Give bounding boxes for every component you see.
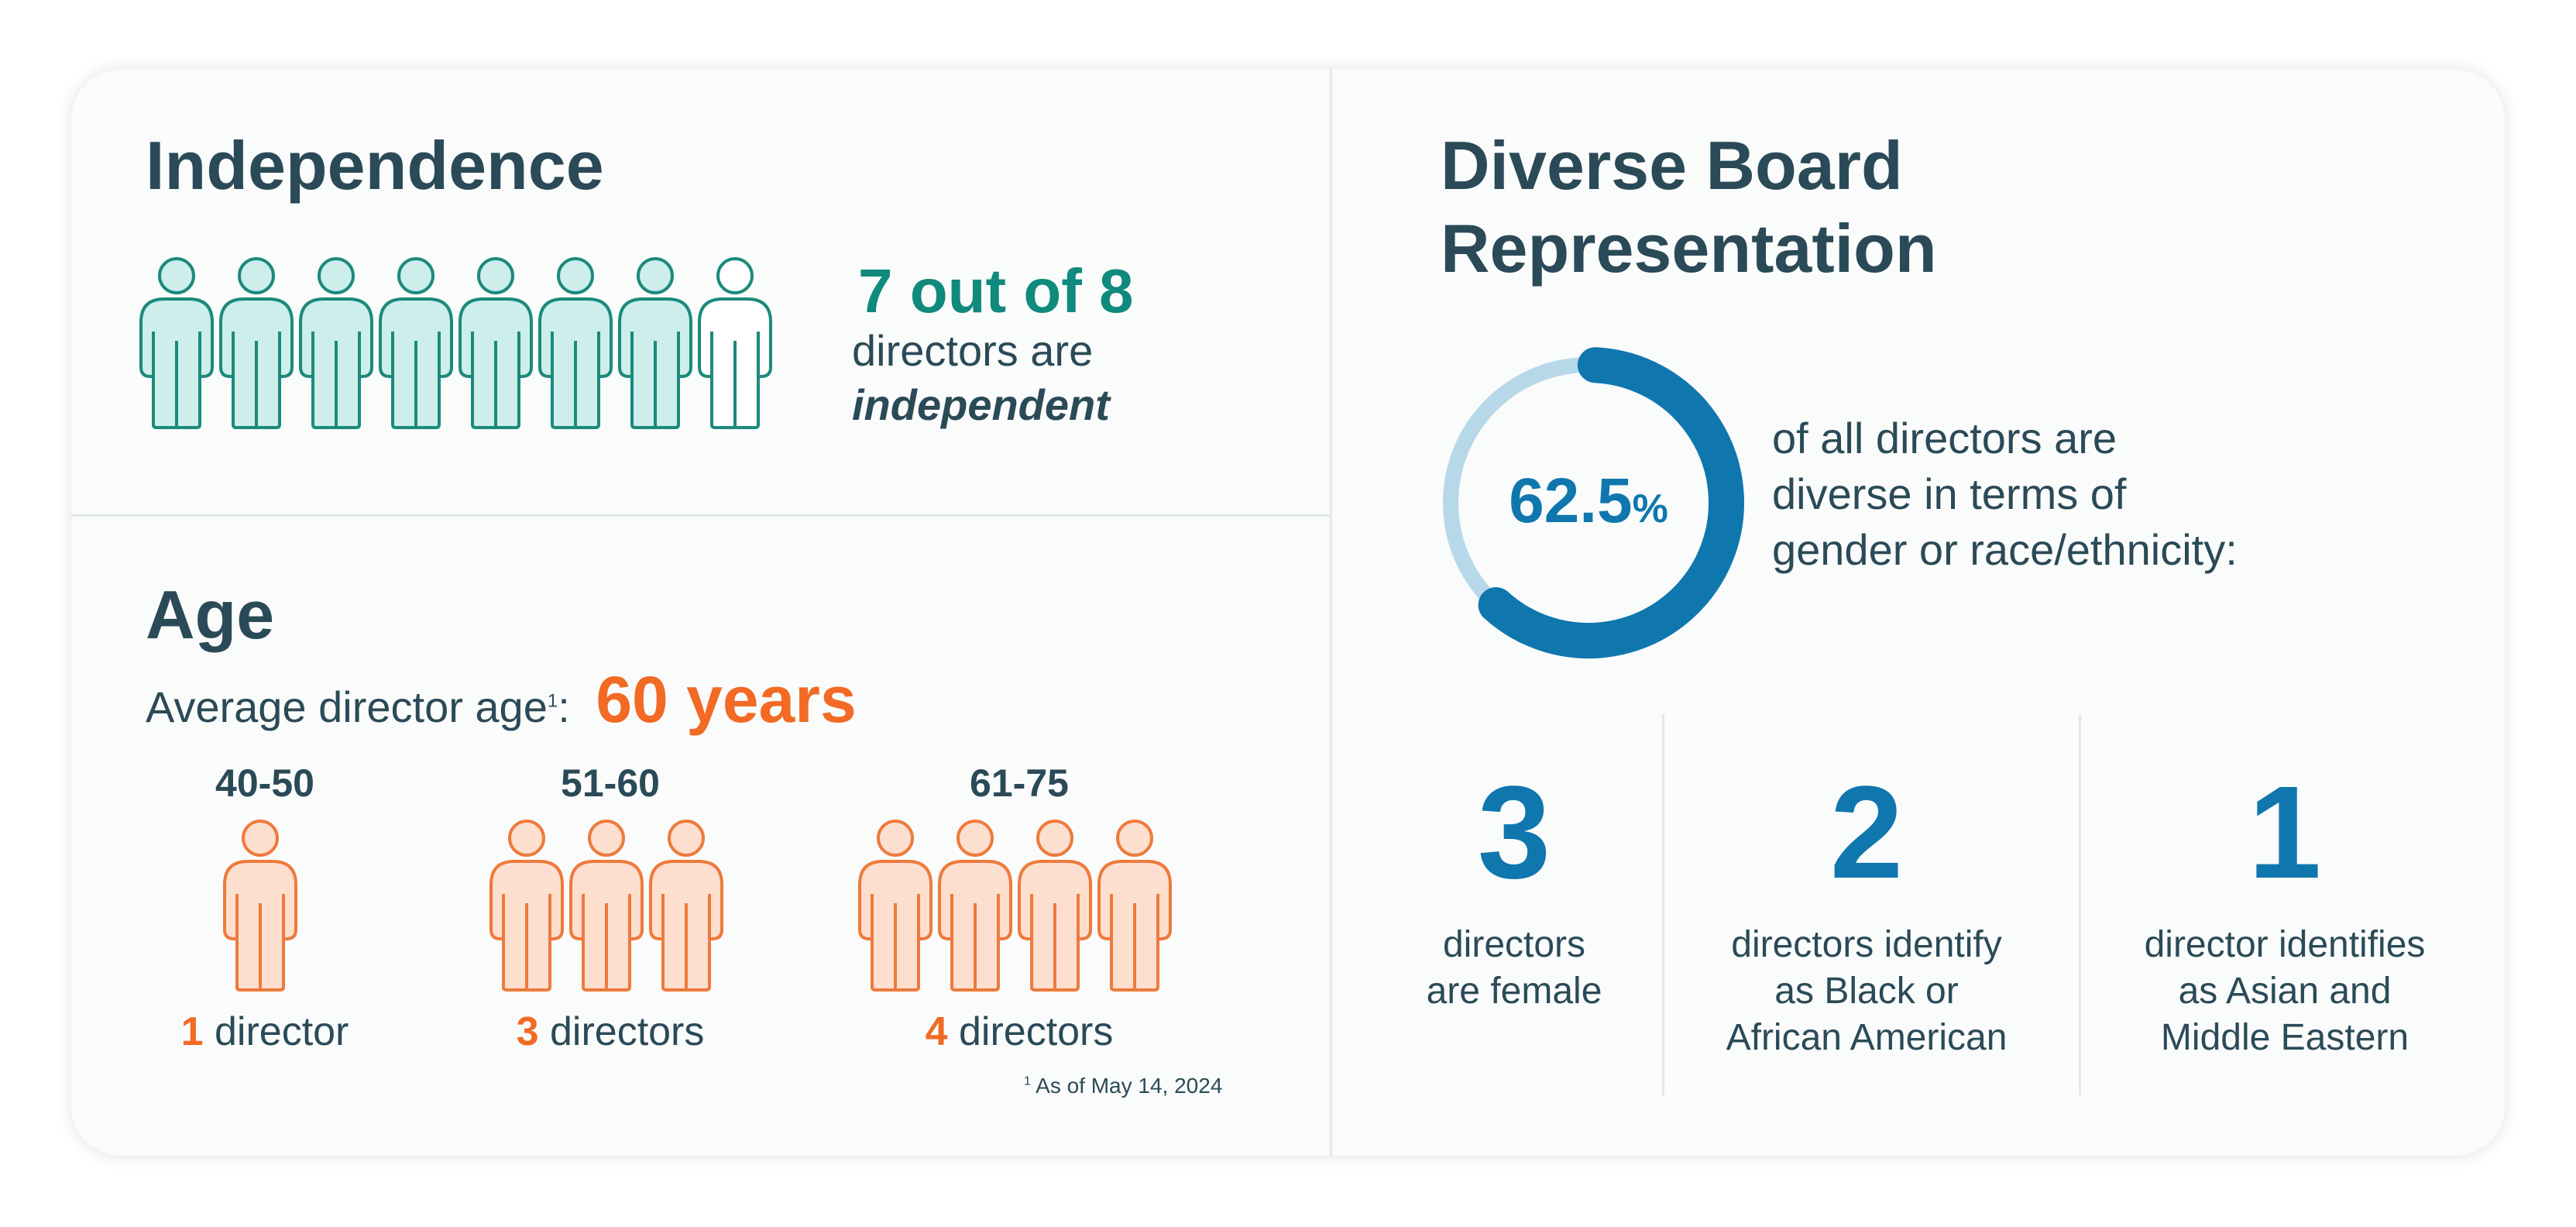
independent-director-icon	[379, 257, 453, 429]
stat-black-directors: 2 directors identify as Black or African…	[1681, 767, 2052, 1061]
director-person-icon	[1018, 820, 1092, 992]
age-count-51-60: 3 directors	[471, 1009, 750, 1055]
age-count-number: 1	[180, 1009, 204, 1054]
average-age-label: Average director age	[146, 682, 548, 731]
stat-desc-line: director identifies	[2144, 924, 2426, 965]
stat-female-directors: 3 directors are female	[1386, 767, 1642, 1015]
stat-divider-1	[1662, 714, 1664, 1095]
average-age-separator: :	[558, 682, 570, 731]
diversity-desc-line1: of all directors are	[1772, 414, 2117, 462]
average-age-value: 60 years	[596, 663, 857, 736]
age-range-51-60: 51-60	[561, 761, 660, 805]
stat-description: director identifies as Asian and Middle …	[2099, 922, 2471, 1061]
age-count-label: directors	[538, 1009, 705, 1054]
director-person-icon	[223, 820, 297, 992]
age-count-number: 4	[925, 1009, 948, 1054]
footnote-text: As of May 14, 2024	[1030, 1074, 1223, 1098]
diversity-percent-sign: %	[1632, 486, 1668, 531]
age-61-75-people-icons	[858, 820, 1172, 992]
independent-director-icon	[459, 257, 533, 429]
diversity-percent: 62.5%	[1476, 465, 1701, 538]
independent-director-icon	[618, 257, 692, 429]
stat-desc-line: directors	[1442, 924, 1586, 965]
director-person-icon	[938, 820, 1012, 992]
age-40-50-people-icons	[223, 820, 297, 992]
stat-desc-line: African American	[1726, 1017, 2008, 1058]
board-composition-card	[71, 70, 2505, 1156]
independent-director-icon	[538, 257, 613, 429]
age-51-60-people-icons	[489, 820, 723, 992]
age-count-label: directors	[947, 1009, 1114, 1054]
stat-divider-2	[2079, 714, 2081, 1095]
vertical-divider	[1330, 70, 1332, 1156]
average-age-footnote-mark: 1	[547, 690, 558, 712]
independence-people-icons	[139, 257, 772, 429]
age-range-61-75: 61-75	[970, 761, 1069, 805]
stat-desc-line: Middle Eastern	[2160, 1017, 2409, 1058]
stat-number: 3	[1477, 759, 1551, 906]
stat-number: 1	[2248, 759, 2322, 906]
independent-director-icon	[219, 257, 294, 429]
director-person-icon	[1097, 820, 1172, 992]
independence-title: Independence	[146, 127, 604, 204]
diversity-title-line1: Diverse Board	[1441, 127, 1903, 204]
diversity-title-line2: Representation	[1441, 210, 1937, 287]
age-range-40-50: 40-50	[215, 761, 314, 805]
independent-director-icon	[299, 257, 373, 429]
director-person-icon	[858, 820, 933, 992]
diversity-percent-value: 62.5	[1509, 466, 1633, 536]
diversity-desc-line3: gender or race/ethnicity:	[1772, 525, 2238, 574]
age-footnote: 1 As of May 14, 2024	[1024, 1074, 1222, 1098]
horizontal-divider	[71, 514, 1330, 517]
age-count-61-75: 4 directors	[880, 1009, 1159, 1055]
independence-line2: independent	[852, 380, 1110, 429]
average-age-line: Average director age1: 60 years	[146, 649, 857, 750]
stat-description: directors identify as Black or African A…	[1681, 922, 2052, 1061]
diversity-donut-chart	[1443, 347, 1744, 658]
age-count-number: 3	[516, 1009, 539, 1054]
age-title: Age	[146, 576, 275, 653]
diversity-title: Diverse Board Representation	[1441, 124, 1937, 290]
stat-desc-line: are female	[1426, 971, 1602, 1012]
age-count-40-50: 1 director	[149, 1009, 381, 1055]
independent-director-icon	[139, 257, 214, 429]
director-person-icon	[489, 820, 564, 992]
diversity-desc-line2: diverse in terms of	[1772, 469, 2127, 518]
donut-value-arc	[1478, 347, 1744, 658]
independence-line1: directors are	[852, 326, 1094, 375]
independence-headline: 7 out of 8	[858, 256, 1134, 325]
age-count-label: director	[203, 1009, 349, 1054]
stat-description: directors are female	[1386, 922, 1642, 1015]
footnote-mark: 1	[1024, 1074, 1031, 1088]
stat-number: 2	[1829, 759, 1904, 906]
diversity-description: of all directors are diverse in terms of…	[1772, 411, 2238, 578]
stat-desc-line: as Black or	[1774, 971, 1959, 1012]
director-person-icon	[569, 820, 644, 992]
non-independent-director-icon	[698, 257, 772, 429]
stat-asian-directors: 1 director identifies as Asian and Middl…	[2099, 767, 2471, 1061]
stat-desc-line: as Asian and	[2178, 971, 2392, 1012]
director-person-icon	[649, 820, 723, 992]
stat-desc-line: directors identify	[1731, 924, 2002, 965]
